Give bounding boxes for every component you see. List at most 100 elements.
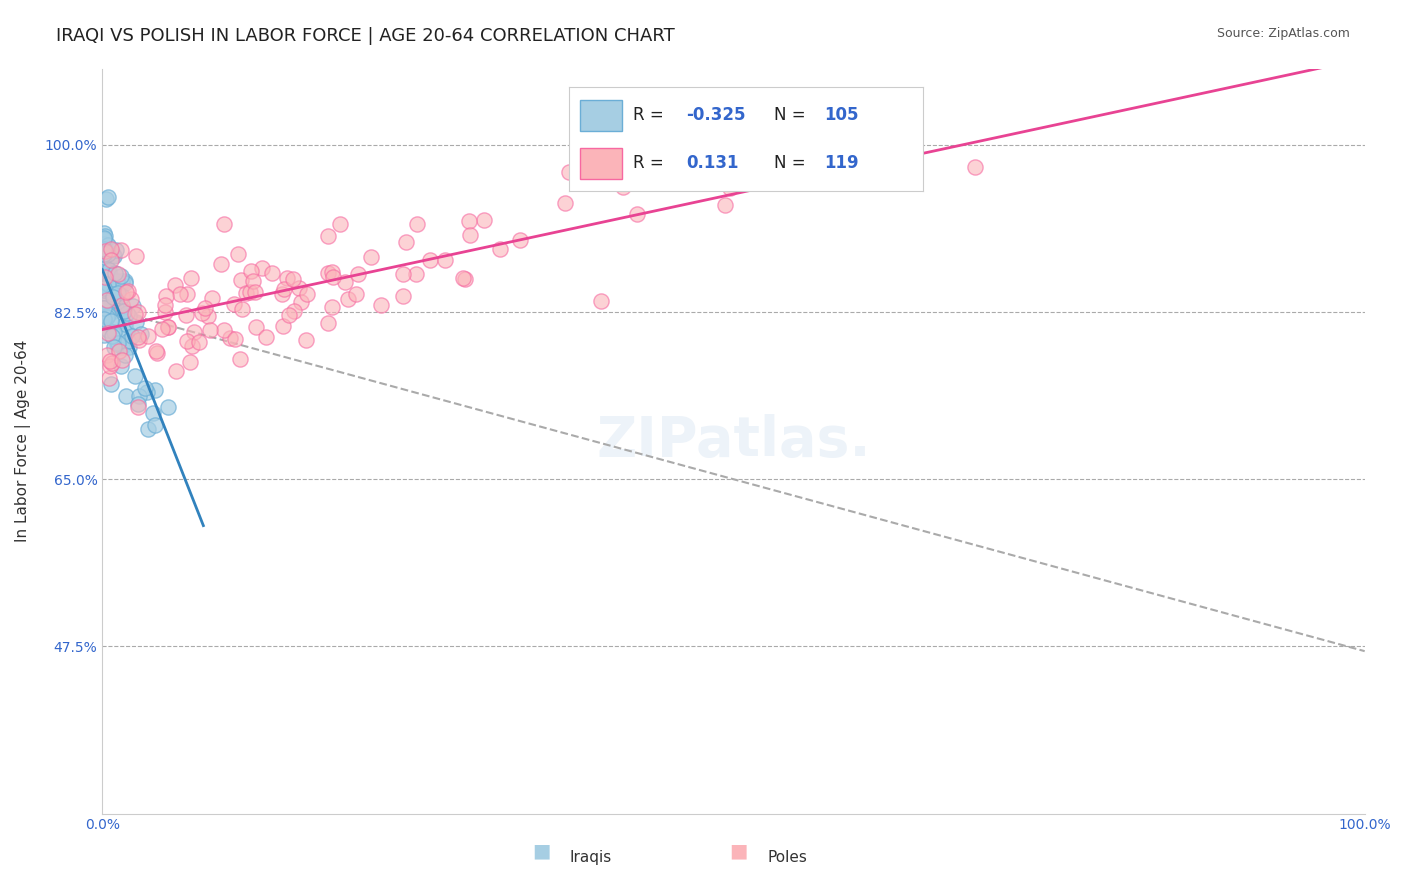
Point: [180, 338, 202, 352]
Point: [94, 308, 117, 322]
Point: [127, 305, 149, 319]
Point: [626, 207, 648, 221]
Point: [114, 276, 136, 290]
Point: [97, 265, 120, 279]
Point: [94, 192, 117, 206]
Point: [209, 257, 232, 271]
Point: [107, 285, 129, 300]
Point: [93, 271, 115, 285]
Point: [94, 229, 117, 244]
Point: [451, 271, 474, 285]
Point: [107, 267, 129, 281]
Point: [134, 381, 156, 395]
Point: [118, 340, 141, 354]
Point: [100, 252, 122, 267]
Point: [111, 340, 134, 354]
Point: [103, 340, 125, 354]
Point: [678, 174, 700, 188]
Point: [155, 289, 177, 303]
Point: [93, 250, 115, 264]
Point: [260, 266, 283, 280]
Point: [93, 226, 115, 240]
Point: [94, 289, 117, 303]
Point: [111, 298, 134, 312]
Point: [93, 262, 115, 277]
Point: [93, 281, 115, 295]
Point: [321, 300, 343, 314]
Point: [157, 320, 180, 334]
Point: [554, 195, 576, 210]
Point: [347, 267, 370, 281]
Point: [114, 285, 136, 299]
Point: [105, 292, 128, 306]
Point: [96, 305, 118, 319]
Text: IRAQI VS POLISH IN LABOR FORCE | AGE 20-64 CORRELATION CHART: IRAQI VS POLISH IN LABOR FORCE | AGE 20-…: [56, 27, 675, 45]
Point: [235, 286, 257, 301]
Point: [96, 310, 118, 325]
Point: [145, 344, 167, 359]
Text: Poles: Poles: [768, 850, 807, 865]
Point: [93, 246, 115, 260]
Point: [104, 266, 127, 280]
Text: Iraqis: Iraqis: [569, 850, 612, 865]
Point: [322, 269, 344, 284]
Point: [316, 316, 339, 330]
Point: [370, 298, 392, 312]
Point: [97, 277, 120, 291]
Point: [433, 253, 456, 268]
Point: [454, 272, 477, 286]
Point: [97, 238, 120, 252]
Point: [111, 353, 134, 368]
Point: [101, 287, 124, 301]
Point: [318, 229, 340, 244]
Point: [93, 236, 115, 251]
Point: [93, 231, 115, 245]
Point: [97, 266, 120, 280]
Point: [100, 376, 122, 391]
Point: [111, 274, 134, 288]
Point: [100, 314, 122, 328]
Point: [179, 355, 201, 369]
Text: ■: ■: [531, 842, 551, 861]
Point: [163, 278, 186, 293]
Point: [245, 285, 267, 299]
Point: [110, 359, 132, 373]
Point: [488, 242, 510, 256]
Point: [108, 344, 131, 359]
Point: [117, 326, 139, 340]
Point: [169, 286, 191, 301]
Point: [295, 286, 318, 301]
Point: [101, 290, 124, 304]
Point: [108, 280, 131, 294]
Point: [93, 283, 115, 297]
Point: [105, 274, 128, 288]
Point: [93, 232, 115, 246]
Point: [457, 214, 479, 228]
Point: [180, 271, 202, 285]
Point: [143, 417, 166, 432]
Point: [114, 389, 136, 403]
Point: [333, 276, 356, 290]
Point: [405, 267, 427, 281]
Point: [270, 287, 292, 301]
Point: [117, 284, 139, 298]
Point: [128, 390, 150, 404]
Point: [120, 292, 142, 306]
Point: [111, 289, 134, 303]
Point: [224, 297, 246, 311]
Point: [127, 397, 149, 411]
Y-axis label: In Labor Force | Age 20-64: In Labor Force | Age 20-64: [15, 340, 31, 542]
Point: [329, 217, 352, 231]
Point: [157, 400, 180, 414]
Point: [145, 383, 167, 397]
Point: [419, 252, 441, 267]
Point: [100, 302, 122, 317]
Point: [174, 308, 197, 322]
Point: [114, 318, 136, 332]
Point: [97, 238, 120, 252]
Point: [197, 310, 219, 324]
Point: [392, 267, 415, 281]
Point: [191, 306, 214, 320]
Point: [97, 190, 120, 204]
Point: [276, 271, 298, 285]
